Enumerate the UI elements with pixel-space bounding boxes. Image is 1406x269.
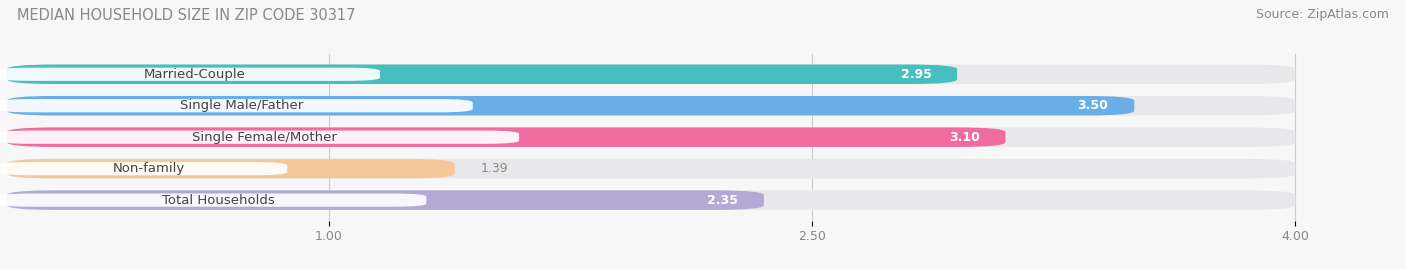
FancyBboxPatch shape	[7, 96, 1135, 115]
FancyBboxPatch shape	[0, 193, 426, 207]
FancyBboxPatch shape	[7, 190, 763, 210]
Text: 3.50: 3.50	[1077, 99, 1108, 112]
FancyBboxPatch shape	[7, 159, 454, 178]
FancyBboxPatch shape	[7, 128, 1005, 147]
Text: Single Male/Father: Single Male/Father	[180, 99, 304, 112]
Text: Source: ZipAtlas.com: Source: ZipAtlas.com	[1256, 8, 1389, 21]
FancyBboxPatch shape	[0, 130, 519, 144]
FancyBboxPatch shape	[7, 65, 957, 84]
Text: 1.39: 1.39	[481, 162, 508, 175]
FancyBboxPatch shape	[7, 128, 1295, 147]
FancyBboxPatch shape	[7, 190, 1295, 210]
Text: Married-Couple: Married-Couple	[145, 68, 246, 81]
Text: 3.10: 3.10	[949, 131, 980, 144]
FancyBboxPatch shape	[0, 162, 287, 175]
FancyBboxPatch shape	[7, 96, 1295, 115]
Text: Single Female/Mother: Single Female/Mother	[193, 131, 337, 144]
Text: 2.95: 2.95	[900, 68, 931, 81]
FancyBboxPatch shape	[0, 68, 380, 81]
Text: 2.35: 2.35	[707, 194, 738, 207]
FancyBboxPatch shape	[0, 99, 472, 112]
FancyBboxPatch shape	[7, 65, 1295, 84]
Text: Total Households: Total Households	[162, 194, 274, 207]
FancyBboxPatch shape	[7, 159, 1295, 178]
Text: Non-family: Non-family	[112, 162, 184, 175]
Text: MEDIAN HOUSEHOLD SIZE IN ZIP CODE 30317: MEDIAN HOUSEHOLD SIZE IN ZIP CODE 30317	[17, 8, 356, 23]
